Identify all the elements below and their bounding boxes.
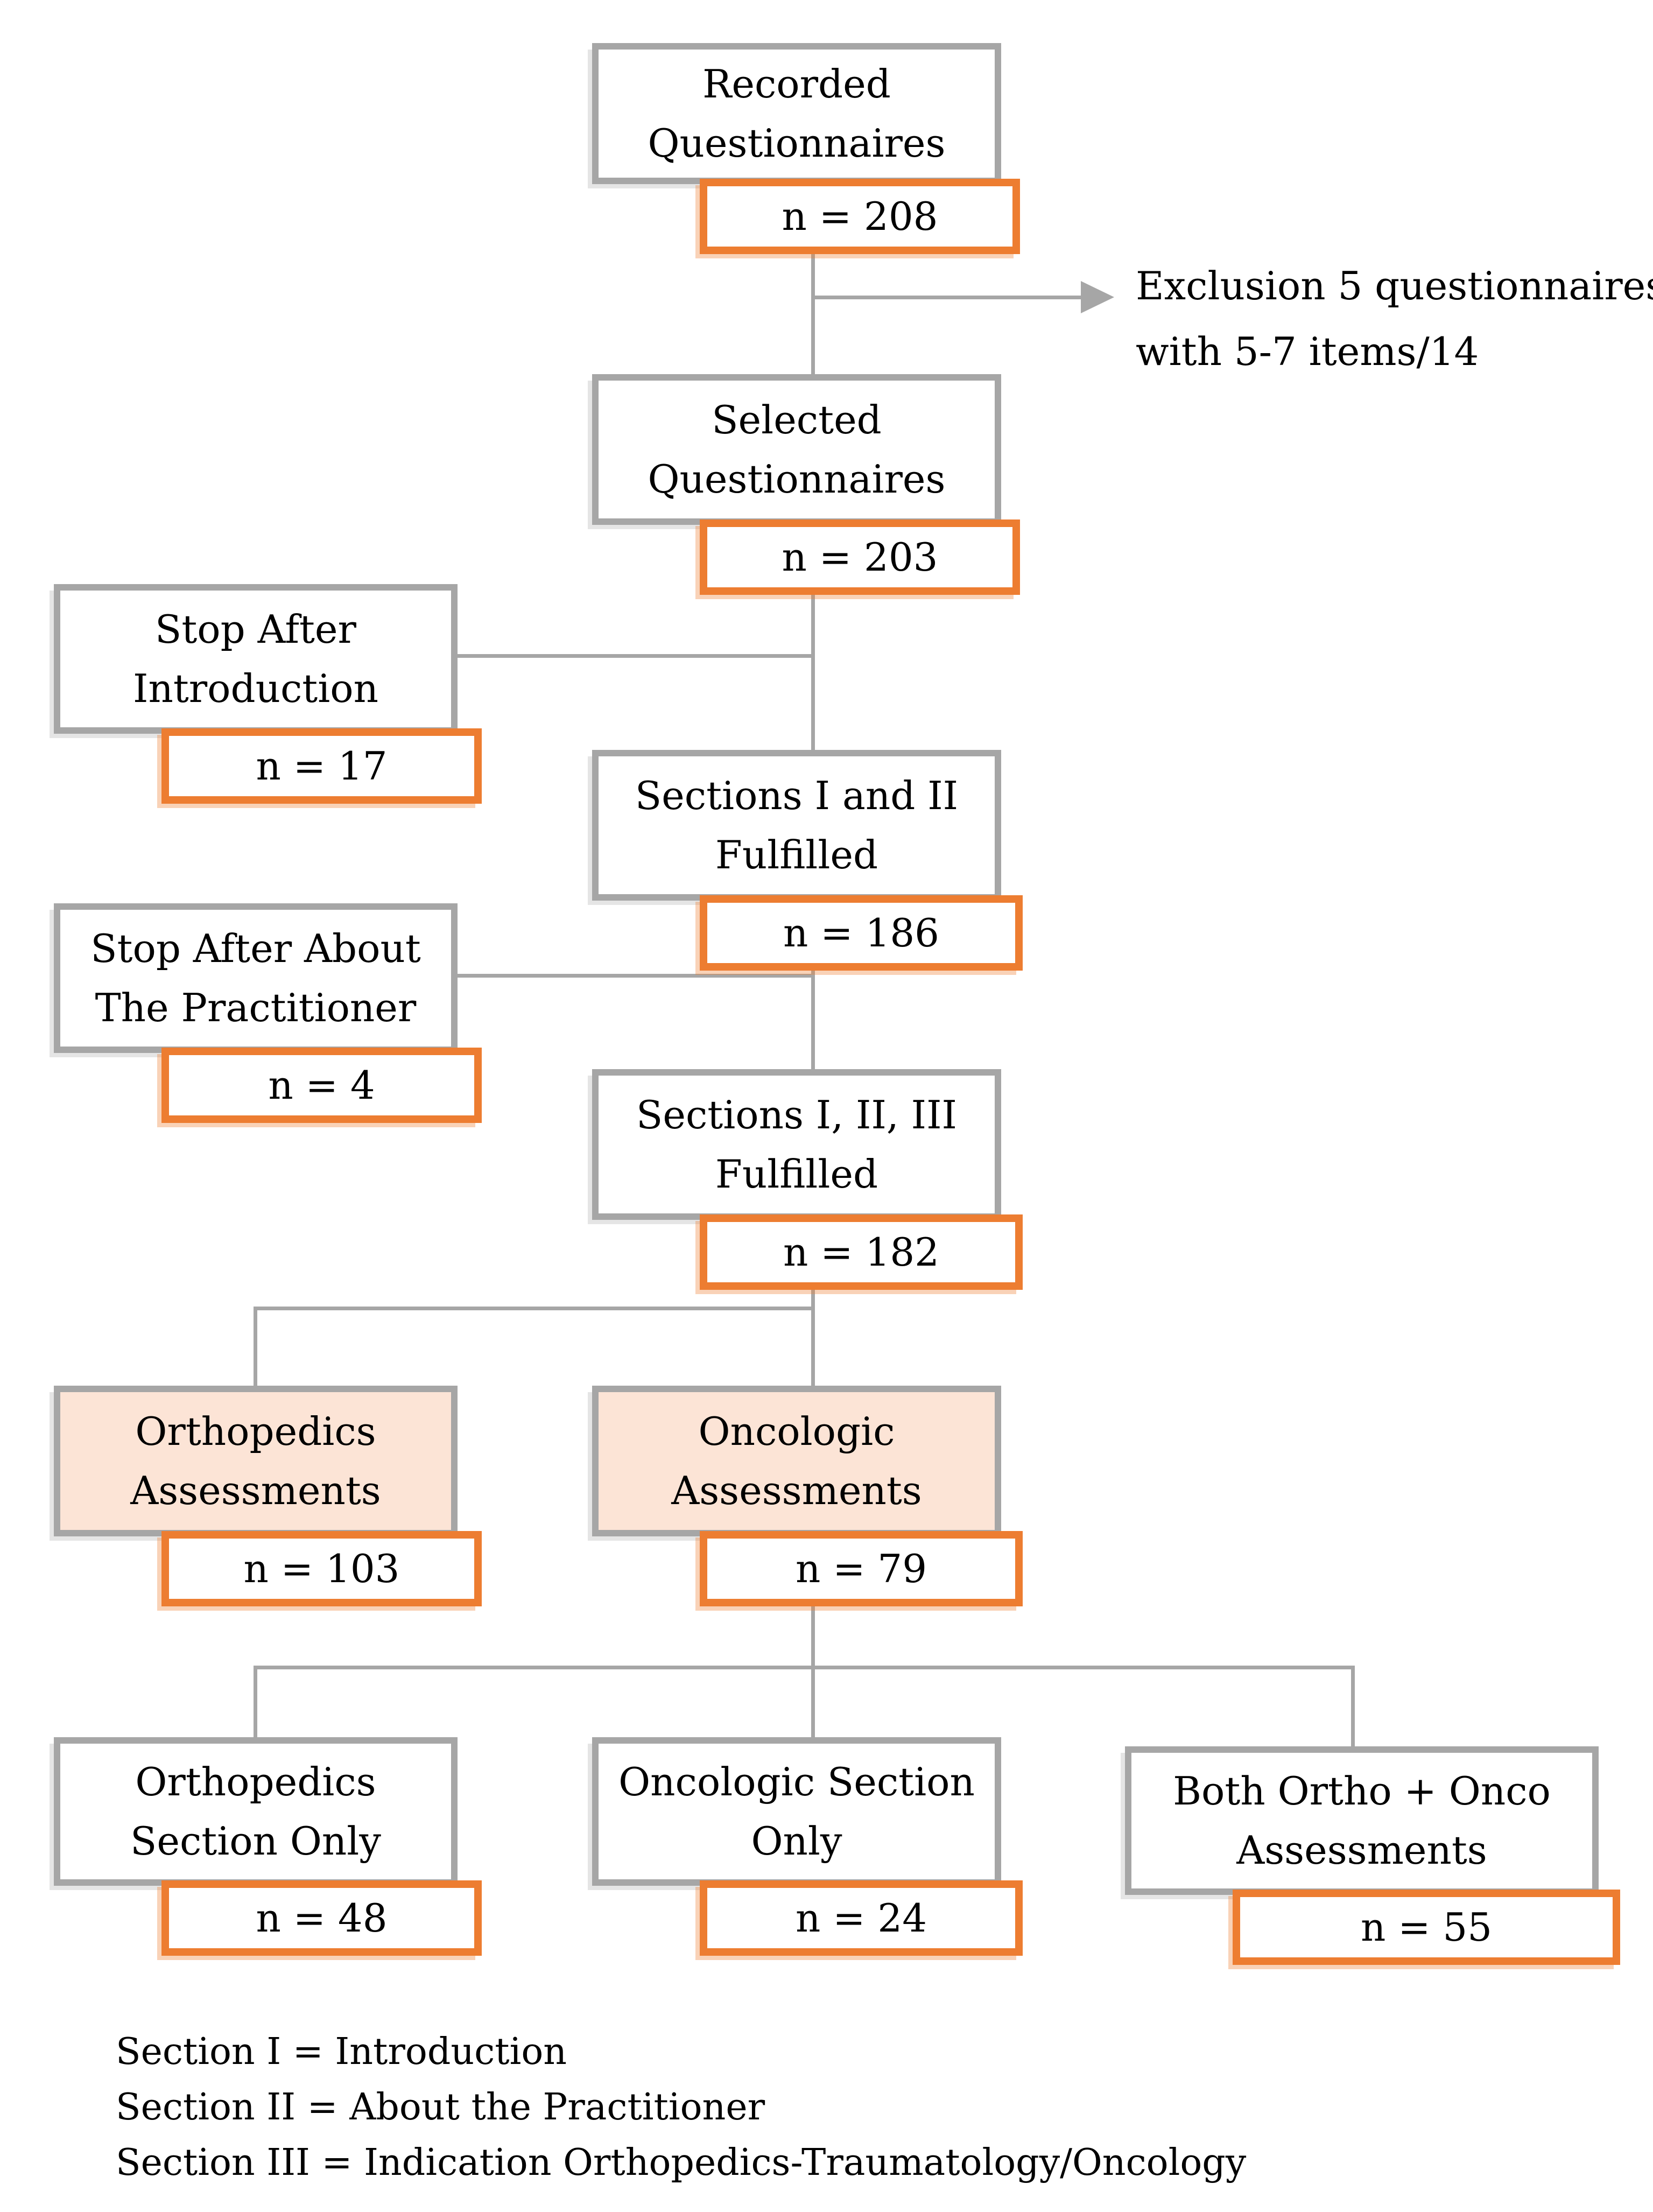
exclusion-note-line1: Exclusion 5 questionnaires	[1136, 263, 1653, 308]
connector-recorded-to-selected	[811, 254, 815, 374]
legend-line-section-ii: Section II = About the Practitioner	[116, 2086, 765, 2129]
count-orthopedics-assessments: n = 103	[161, 1531, 482, 1606]
node-stop-after-about-practitioner: Stop After About The Practitioner	[54, 903, 458, 1053]
node-label-line: Oncologic	[698, 1409, 895, 1454]
node-label-line: Selected	[712, 397, 882, 443]
connector-branch2-horizontal	[256, 1666, 1355, 1669]
connector-stop-practitioner-branch	[458, 974, 813, 978]
count-oncologic-assessments: n = 79	[700, 1531, 1023, 1606]
count-value: n = 17	[256, 743, 388, 789]
count-stop-after-about-practitioner: n = 4	[161, 1048, 482, 1123]
count-stop-after-introduction: n = 17	[161, 728, 482, 804]
count-oncologic-section-only: n = 24	[700, 1880, 1023, 1956]
connector-sections12-to-sections123	[811, 971, 815, 1069]
connector-drop-both	[1351, 1666, 1355, 1746]
node-sections-i-ii-fulfilled: Sections I and II Fulfilled	[592, 750, 1001, 901]
count-value: n = 103	[243, 1546, 400, 1591]
count-recorded: n = 208	[700, 179, 1020, 254]
node-label-line: Only	[751, 1818, 842, 1864]
exclusion-note-line2: with 5-7 items/14	[1136, 329, 1479, 374]
connector-exclusion-line	[813, 296, 1082, 299]
node-orthopedics-section-only: Orthopedics Section Only	[54, 1737, 458, 1886]
connector-sections123-down	[811, 1290, 815, 1386]
count-value: n = 24	[795, 1895, 927, 1941]
exclusion-note: Exclusion 5 questionnaires with 5-7 item…	[1136, 253, 1653, 384]
count-value: n = 79	[795, 1546, 927, 1591]
connector-selected-to-sections12	[811, 595, 815, 750]
count-both-ortho-onco: n = 55	[1233, 1890, 1620, 1965]
node-label-line: Sections I and II	[635, 773, 959, 818]
node-label-line: Assessments	[130, 1468, 381, 1513]
node-label-line: Oncologic Section	[618, 1759, 975, 1804]
count-value: n = 182	[783, 1230, 939, 1275]
count-value: n = 208	[782, 194, 938, 239]
count-value: n = 55	[1360, 1905, 1493, 1950]
node-label-line: Both Ortho + Onco	[1173, 1768, 1551, 1814]
node-label-line: The Practitioner	[95, 985, 417, 1030]
connector-stop-intro-branch	[458, 654, 813, 658]
node-label-line: Fulfilled	[715, 832, 878, 877]
exclusion-arrowhead-icon	[1081, 281, 1114, 313]
section-legend: Section I = Introduction Section II = Ab…	[116, 2024, 1246, 2190]
node-both-ortho-onco-assessments: Both Ortho + Onco Assessments	[1125, 1746, 1599, 1895]
node-label-line: Introduction	[133, 666, 378, 711]
count-sections-i-ii-iii: n = 182	[700, 1214, 1023, 1290]
count-selected: n = 203	[700, 519, 1020, 595]
node-label-line: Orthopedics	[135, 1409, 376, 1454]
node-label-line: Questionnaires	[648, 121, 946, 166]
node-label-line: Questionnaires	[648, 457, 946, 502]
count-orthopedics-section-only: n = 48	[161, 1880, 482, 1956]
node-label-line: Section Only	[130, 1818, 381, 1864]
node-stop-after-introduction: Stop After Introduction	[54, 584, 458, 734]
legend-line-section-iii: Section III = Indication Orthopedics-Tra…	[116, 2141, 1247, 2184]
node-label-line: Stop After	[155, 607, 356, 652]
connector-onco-down	[811, 1606, 815, 1737]
connector-drop-ortho-assessments	[254, 1307, 257, 1386]
node-label-line: Recorded	[702, 61, 891, 107]
node-selected-questionnaires: Selected Questionnaires	[592, 374, 1001, 525]
connector-drop-ortho-only	[254, 1666, 257, 1737]
count-value: n = 4	[268, 1063, 375, 1108]
node-label-line: Sections I, II, III	[636, 1092, 957, 1137]
count-value: n = 203	[782, 535, 938, 580]
count-value: n = 48	[256, 1895, 388, 1941]
count-sections-i-ii: n = 186	[700, 895, 1023, 971]
node-label-line: Assessments	[1236, 1828, 1487, 1873]
node-recorded-questionnaires: Recorded Questionnaires	[592, 43, 1001, 184]
legend-line-section-i: Section I = Introduction	[116, 2031, 567, 2073]
node-orthopedics-assessments: Orthopedics Assessments	[54, 1386, 458, 1536]
node-label-line: Fulfilled	[715, 1151, 878, 1197]
node-label-line: Assessments	[671, 1468, 922, 1513]
node-sections-i-ii-iii-fulfilled: Sections I, II, III Fulfilled	[592, 1069, 1001, 1220]
count-value: n = 186	[783, 910, 939, 956]
node-label-line: Orthopedics	[135, 1759, 376, 1804]
node-label-line: Stop After About	[90, 926, 421, 971]
node-oncologic-assessments: Oncologic Assessments	[592, 1386, 1001, 1536]
connector-branch1-horizontal	[256, 1307, 815, 1310]
node-oncologic-section-only: Oncologic Section Only	[592, 1737, 1001, 1886]
